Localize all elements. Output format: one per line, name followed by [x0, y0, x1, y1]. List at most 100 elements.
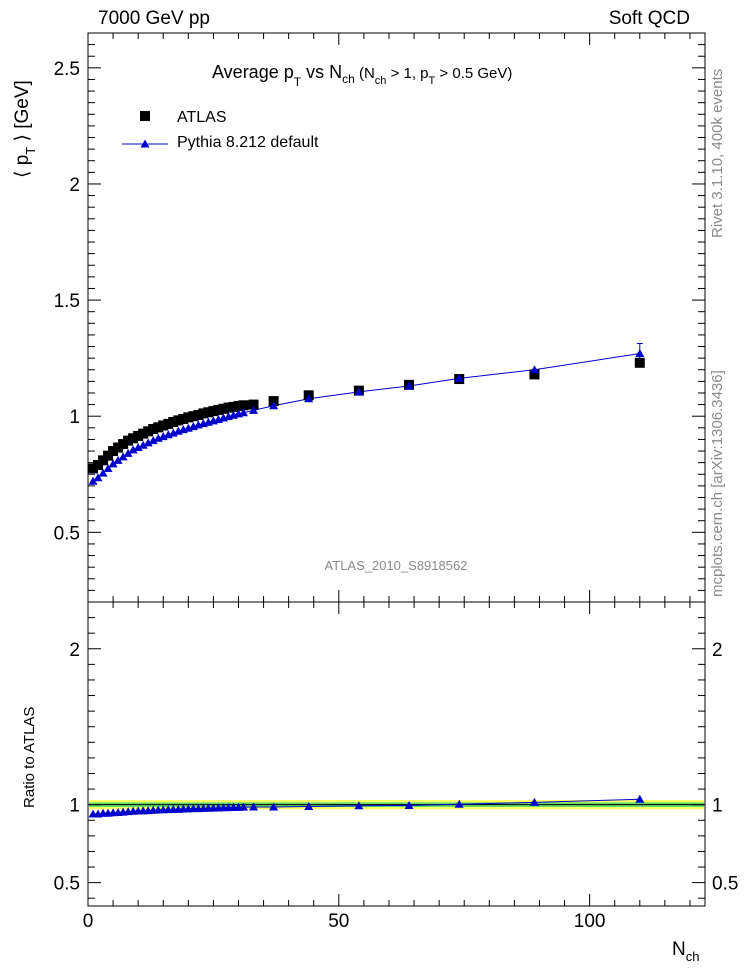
pythia-data-point — [529, 365, 539, 374]
legend: ATLAS Pythia 8.212 default — [122, 109, 319, 151]
header-right-label: Soft QCD — [609, 8, 690, 29]
ratio-y-tick-label-left: 0.5 — [54, 874, 80, 895]
atlas-data-point — [123, 435, 134, 446]
atlas-data-point — [138, 428, 149, 439]
pythia-data-point — [239, 408, 249, 417]
ratio-data-point — [354, 801, 364, 810]
x-tick-label: 0 — [83, 911, 94, 932]
title-sub2: ch — [342, 72, 355, 86]
x-tick-label: 50 — [328, 911, 349, 932]
ratio-reference-band — [89, 799, 704, 810]
pythia-data-point — [138, 440, 148, 449]
pythia-data-point — [98, 468, 108, 477]
main-y-tick-label: 1.5 — [54, 291, 80, 312]
title-cond-sub1: ch — [375, 75, 387, 87]
analysis-watermark: ATLAS_2010_S8918562 — [325, 558, 468, 573]
ratio-data-point — [454, 799, 464, 808]
atlas-data-point — [118, 439, 129, 450]
ratio-y-tick-label-right: 0.5 — [712, 874, 738, 895]
atlas-data-point — [98, 455, 109, 466]
main-y-tick-label: 2.5 — [54, 59, 80, 80]
pythia-data-point — [404, 381, 414, 390]
header-left-label: 7000 GeV pp — [98, 8, 210, 29]
pythia-data-point — [103, 463, 113, 472]
ratio-data-point — [269, 802, 279, 811]
pythia-data-point — [143, 438, 153, 447]
atlas-data-point — [93, 459, 104, 470]
pythia-data-point — [148, 436, 158, 445]
ratio-data-point — [529, 797, 539, 806]
pythia-data-point — [93, 473, 103, 482]
ratio-data-point — [304, 802, 314, 811]
ratio-data-point — [404, 800, 414, 809]
main-y-tick-label: 2 — [69, 175, 80, 196]
atlas-data-point — [238, 400, 249, 411]
pythia-data-point — [354, 387, 364, 396]
atlas-data-point — [108, 446, 119, 457]
ratio-y-axis-label: Ratio to ATLAS — [21, 707, 38, 808]
ratio-data-point — [249, 802, 259, 811]
ratio-data-point — [239, 802, 249, 811]
main-y-tick-label: 1 — [69, 407, 80, 428]
atlas-data-point — [133, 430, 144, 441]
atlas-data-point — [88, 463, 99, 474]
atlas-data-point — [248, 399, 259, 410]
atlas-data-point — [168, 417, 179, 428]
ratio-ticks — [87, 602, 705, 906]
atlas-data-point — [213, 404, 224, 415]
pythia-data-point — [454, 373, 464, 382]
ylabel-sub: T — [23, 147, 38, 155]
pythia-data-point — [113, 455, 123, 464]
main-ticks — [87, 33, 705, 602]
atlas-data-point — [173, 415, 184, 426]
atlas-data-point — [203, 407, 214, 418]
pythia-data-point — [249, 405, 259, 414]
ratio-y-tick-label-left: 2 — [69, 640, 80, 661]
pythia-data-point — [133, 443, 143, 452]
atlas-data-point — [163, 418, 174, 429]
ylabel-open: ⟨ p — [12, 155, 33, 178]
atlas-data-point — [233, 400, 244, 411]
pythia-data-point — [128, 445, 138, 454]
atlas-data-point — [188, 411, 199, 422]
atlas-data-point — [113, 442, 124, 453]
atlas-data-point — [218, 403, 229, 414]
title-cond-close: > 0.5 GeV) — [435, 65, 512, 82]
ratio-y-tick-label-left: 1 — [69, 796, 80, 817]
atlas-data-point — [158, 420, 169, 431]
x-axis-label: Nch — [672, 939, 699, 964]
ratio-data-point — [635, 794, 645, 803]
legend-pythia-marker — [140, 139, 150, 148]
mcplots-reference-label: mcplots.cern.ch [arXiv:1306.3436] — [709, 370, 726, 597]
atlas-data-point — [153, 422, 164, 433]
atlas-data-point — [634, 357, 645, 368]
atlas-data-point — [183, 412, 194, 423]
main-y-tick-label: 0.5 — [54, 523, 80, 544]
title-cond-sub2: T — [429, 75, 436, 87]
ratio-panel: 0.5 0.5 1 1 2 2 Ratio to ATLAS 0 50 100 Nch — [21, 601, 739, 964]
main-y-axis-label: ⟨ pT ⟩ [GeV] — [12, 80, 38, 178]
atlas-data-point — [148, 423, 159, 434]
legend-atlas-label: ATLAS — [177, 109, 227, 126]
ratio-y-tick-labels: 0.5 0.5 1 1 2 2 — [54, 640, 739, 895]
pythia-data-point — [304, 394, 314, 403]
rivet-version-label: Rivet 3.1.10, 400k events — [709, 69, 726, 238]
atlas-data-point — [193, 410, 204, 421]
xlabel-sub: ch — [686, 949, 700, 964]
legend-pythia-label: Pythia 8.212 default — [177, 134, 319, 151]
title-cond-mid: > 1, p — [386, 65, 428, 82]
pythia-data-point — [118, 452, 128, 461]
main-plot-title: Average pT vs Nch (Nch > 1, pT > 0.5 GeV… — [212, 62, 512, 89]
pythia-data-point — [108, 459, 118, 468]
pythia-data-point — [269, 401, 279, 410]
pythia-data-point — [123, 448, 133, 457]
ratio-series — [88, 794, 645, 818]
ratio-y-tick-label-right: 1 — [712, 796, 723, 817]
atlas-data-point — [178, 413, 189, 424]
main-y-tick-labels: 0.5 1 1.5 2 2.5 — [54, 59, 80, 544]
atlas-data-point — [103, 450, 114, 461]
atlas-data-point — [143, 426, 154, 437]
pythia-data-point — [88, 476, 98, 485]
atlas-data-point — [268, 396, 279, 407]
